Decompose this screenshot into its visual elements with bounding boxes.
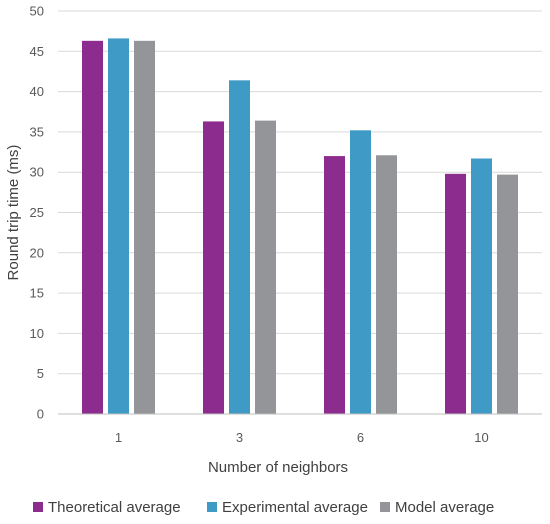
y-tick-label: 35 xyxy=(30,124,44,139)
x-tick-label: 3 xyxy=(236,430,243,445)
bar xyxy=(82,40,103,415)
y-tick-label: 0 xyxy=(37,407,44,422)
bar xyxy=(229,80,250,414)
legend-label: Theoretical average xyxy=(48,499,181,516)
bar xyxy=(324,156,345,414)
y-tick-label: 25 xyxy=(30,205,44,220)
legend-swatch xyxy=(380,502,390,512)
bars xyxy=(82,38,518,415)
bar xyxy=(376,155,397,415)
y-tick-label: 15 xyxy=(30,286,44,301)
x-axis-ticks: 1 3 6 10 xyxy=(115,430,489,445)
gridlines xyxy=(58,10,542,375)
x-axis-title: Number of neighbors xyxy=(208,459,348,476)
y-tick-label: 30 xyxy=(30,165,44,180)
bar xyxy=(471,158,492,414)
bar xyxy=(134,40,155,415)
x-tick-label: 6 xyxy=(357,430,364,445)
y-axis-title: Round trip time (ms) xyxy=(5,145,22,281)
bar xyxy=(350,130,371,414)
bar xyxy=(255,120,276,414)
legend-swatch xyxy=(33,502,43,512)
y-tick-label: 5 xyxy=(37,366,44,381)
bar xyxy=(108,38,129,415)
y-tick-label: 40 xyxy=(30,84,44,99)
bar xyxy=(497,174,518,414)
bar xyxy=(445,173,466,414)
x-tick-label: 10 xyxy=(474,430,488,445)
legend-label: Experimental average xyxy=(222,499,368,516)
y-tick-label: 10 xyxy=(30,326,44,341)
y-axis-ticks: 0 5 10 15 20 25 30 35 40 45 50 xyxy=(30,4,44,422)
x-tick-label: 1 xyxy=(115,430,122,445)
legend: Theoretical average Experimental average M… xyxy=(33,499,494,516)
y-tick-label: 20 xyxy=(30,245,44,260)
y-tick-label: 50 xyxy=(30,4,44,19)
y-tick-label: 45 xyxy=(30,44,44,59)
legend-swatch xyxy=(207,502,217,512)
bar xyxy=(203,121,224,414)
legend-label: Model average xyxy=(395,499,494,516)
